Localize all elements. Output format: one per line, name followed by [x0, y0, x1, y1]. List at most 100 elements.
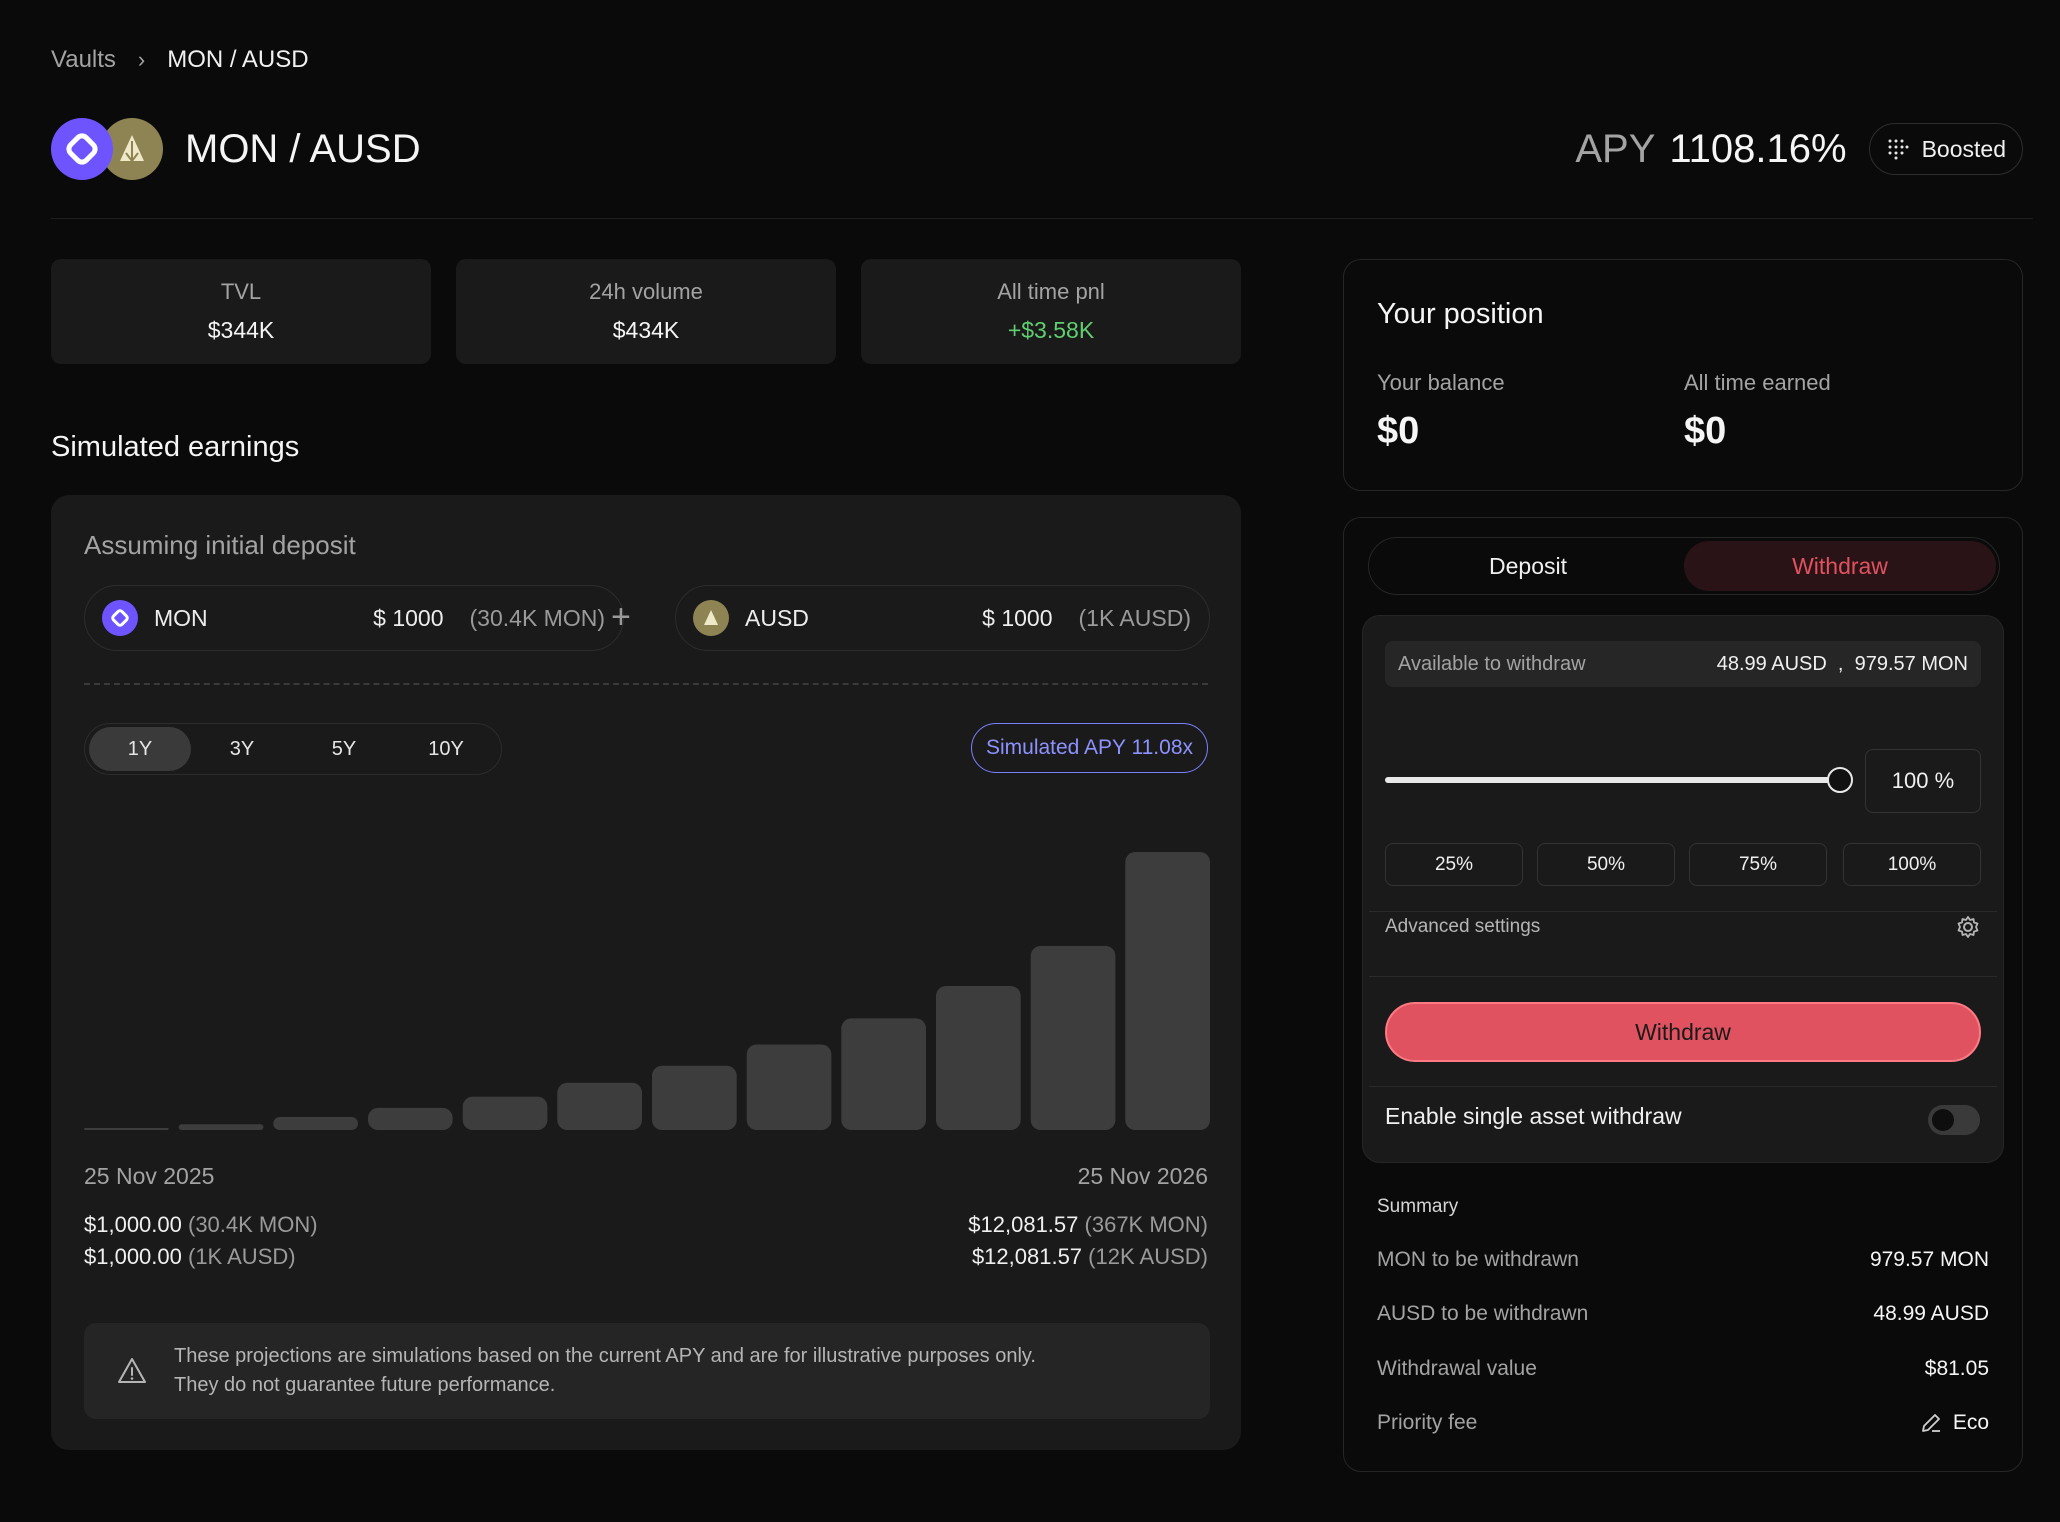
disclaimer-line-2: They do not guarantee future performance…	[174, 1374, 556, 1396]
chart-bar[interactable]	[1125, 852, 1210, 1130]
apy-label: APY	[1575, 126, 1656, 171]
chart-bar[interactable]	[84, 1128, 169, 1130]
gear-icon[interactable]	[1955, 914, 1981, 940]
simulated-earnings-title: Simulated earnings	[51, 431, 300, 463]
earnings-bar-chart	[84, 852, 1210, 1131]
mon-token-icon	[102, 600, 138, 636]
chart-bar[interactable]	[462, 1096, 548, 1130]
initial-deposit-label: Assuming initial deposit	[84, 530, 356, 560]
available-value: 48.99 AUSD , 979.57 MON	[1716, 652, 1968, 675]
chart-bar[interactable]	[557, 1082, 642, 1130]
boosted-badge[interactable]: Boosted	[1868, 123, 2023, 175]
start-date: 25 Nov 2025	[84, 1163, 215, 1189]
tvl-label: TVL	[220, 279, 262, 304]
ausd-token-icon	[693, 600, 729, 636]
mon-amount: $ 1000	[373, 604, 444, 631]
single-asset-label: Enable single asset withdraw	[1385, 1103, 1682, 1129]
vault-header: MON / AUSD APY 1108.16% Boosted	[51, 116, 2023, 182]
percent-input[interactable]: 100 %	[1865, 749, 1981, 813]
tab-deposit[interactable]: Deposit	[1489, 552, 1567, 579]
breadcrumb-separator: ›	[137, 47, 146, 72]
warning-icon	[118, 1358, 146, 1383]
disclaimer-box: These projections are simulations based …	[84, 1323, 1210, 1419]
tab-withdraw[interactable]: Withdraw	[1684, 541, 1996, 591]
divider	[1369, 911, 1997, 912]
start-value-mon-sub: (30.4K MON)	[188, 1212, 318, 1237]
period-1y[interactable]: 1Y	[89, 727, 191, 771]
summary-key: Withdrawal value	[1377, 1357, 1537, 1380]
summary-title: Summary	[1377, 1196, 1459, 1217]
quick-75-button[interactable]: 75%	[1689, 843, 1827, 886]
ausd-equivalent: (1K AUSD)	[1078, 604, 1191, 631]
end-value-ausd: $12,081.57	[971, 1244, 1083, 1269]
deposit-withdraw-tabs: Deposit Withdraw	[1368, 537, 2000, 595]
volume-label: 24h volume	[589, 279, 703, 304]
apy-value: 1108.16%	[1669, 126, 1847, 171]
pnl-value: +$3.58K	[1007, 317, 1095, 343]
chart-bar[interactable]	[652, 1065, 737, 1130]
volume-stat-card: 24h volume $434K	[456, 259, 836, 364]
mon-symbol: MON	[154, 604, 208, 631]
priority-fee-value[interactable]: Eco	[1919, 1411, 1989, 1435]
quick-100-button[interactable]: 100%	[1843, 843, 1981, 886]
header-divider	[51, 218, 2033, 219]
chart-bar[interactable]	[368, 1107, 453, 1130]
chart-bar[interactable]	[1030, 945, 1116, 1130]
mon-deposit-input[interactable]: MON $ 1000 (30.4K MON)	[84, 585, 624, 651]
chart-bar[interactable]	[273, 1117, 358, 1130]
priority-fee-text: Eco	[1952, 1411, 1989, 1434]
breadcrumb-current: MON / AUSD	[167, 46, 309, 73]
chart-bar[interactable]	[936, 986, 1021, 1130]
chart-bar[interactable]	[746, 1044, 832, 1131]
position-title: Your position	[1377, 298, 1544, 330]
end-date: 25 Nov 2026	[1077, 1163, 1208, 1189]
breadcrumb: Vaults › MON / AUSD	[51, 46, 309, 74]
simulated-earnings-card: Assuming initial deposit MON $ 1000 (30.…	[51, 495, 1241, 1450]
withdraw-slider-handle[interactable]	[1827, 767, 1853, 793]
volume-value: $434K	[612, 317, 680, 343]
period-3y[interactable]: 3Y	[229, 737, 255, 760]
summary-key: AUSD to be withdrawn	[1377, 1302, 1589, 1325]
tvl-value: $344K	[207, 317, 275, 343]
summary-row: AUSD to be withdrawn 48.99 AUSD	[1377, 1299, 1989, 1329]
summary-row: Priority fee Eco	[1377, 1408, 1989, 1438]
your-position-card: Your position Your balance $0 All time e…	[1343, 259, 2023, 491]
start-values: $1,000.00 (30.4K MON) $1,000.00 (1K AUSD…	[84, 1209, 318, 1273]
page-title: MON / AUSD	[185, 126, 421, 171]
chart-bar[interactable]	[841, 1018, 926, 1130]
period-10y[interactable]: 10Y	[428, 737, 464, 760]
single-asset-toggle[interactable]	[1928, 1105, 1980, 1135]
divider	[1369, 976, 1997, 977]
period-5y[interactable]: 5Y	[331, 737, 357, 760]
start-value-mon: $1,000.00	[84, 1212, 182, 1237]
breadcrumb-vaults-link[interactable]: Vaults	[51, 46, 116, 73]
pencil-icon	[1921, 1414, 1940, 1432]
summary-row: Withdrawal value $81.05	[1377, 1354, 1989, 1384]
ausd-deposit-input[interactable]: AUSD $ 1000 (1K AUSD)	[675, 585, 1210, 651]
available-label: Available to withdraw	[1398, 652, 1586, 675]
ausd-amount: $ 1000	[982, 604, 1053, 631]
period-selector: 1Y 3Y 5Y 10Y	[84, 723, 502, 775]
withdraw-slider-track[interactable]	[1385, 777, 1835, 783]
end-value-mon: $12,081.57	[968, 1212, 1079, 1237]
quick-50-button[interactable]: 50%	[1537, 843, 1675, 886]
quick-25-button[interactable]: 25%	[1385, 843, 1523, 886]
chart-bar[interactable]	[178, 1124, 264, 1130]
ausd-symbol: AUSD	[745, 604, 809, 631]
mon-equivalent: (30.4K MON)	[469, 604, 605, 631]
transaction-card: Deposit Withdraw Available to withdraw 4…	[1343, 517, 2023, 1472]
withdraw-button[interactable]: Withdraw	[1385, 1002, 1981, 1062]
summary-value: $81.05	[1924, 1357, 1989, 1380]
toggle-knob	[1932, 1109, 1954, 1131]
summary-key: Priority fee	[1377, 1411, 1478, 1434]
balance-value: $0	[1377, 410, 1420, 452]
pnl-label: All time pnl	[997, 279, 1105, 304]
balance-label: Your balance	[1377, 370, 1505, 395]
boost-dots-icon	[1888, 139, 1909, 160]
boosted-label: Boosted	[1921, 135, 2006, 162]
summary-value: 48.99 AUSD	[1873, 1302, 1989, 1325]
end-values: $12,081.57 (367K MON) $12,081.57 (12K AU…	[968, 1209, 1208, 1273]
advanced-settings-label[interactable]: Advanced settings	[1385, 916, 1541, 937]
plus-icon: +	[611, 598, 631, 636]
earned-label: All time earned	[1684, 370, 1831, 395]
